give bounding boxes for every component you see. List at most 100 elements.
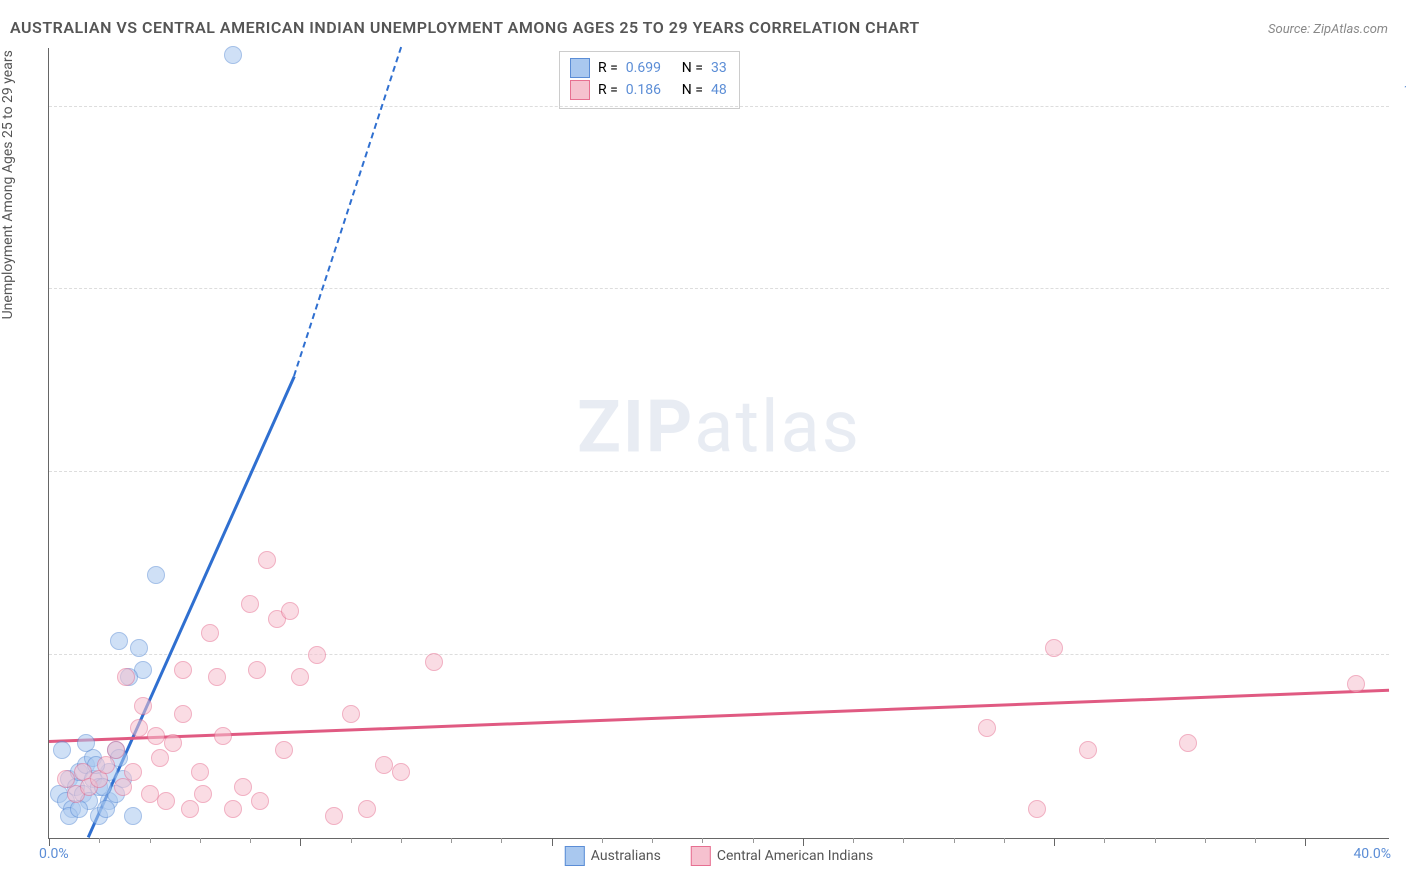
data-point <box>157 792 175 810</box>
legend-swatch-australians <box>565 846 585 866</box>
x-tick-minor <box>401 838 402 843</box>
data-point <box>978 719 996 737</box>
x-tick-minor <box>1104 838 1105 843</box>
r-label: R = <box>598 60 618 76</box>
data-point <box>117 668 135 686</box>
x-tick-minor <box>1255 838 1256 843</box>
legend-label-cai: Central American Indians <box>717 848 873 864</box>
data-point <box>194 785 212 803</box>
data-point <box>208 668 226 686</box>
data-point <box>291 668 309 686</box>
r-value-cai: 0.186 <box>626 82 674 98</box>
x-origin-label: 0.0% <box>39 846 69 862</box>
data-point <box>147 566 165 584</box>
x-max-label: 40.0% <box>1353 846 1391 862</box>
data-point <box>53 741 71 759</box>
data-point <box>258 551 276 569</box>
data-point <box>164 734 182 752</box>
x-tick-minor <box>99 838 100 843</box>
swatch-cai <box>570 80 590 100</box>
x-tick-minor <box>954 838 955 843</box>
x-tick-minor <box>853 838 854 843</box>
watermark-light: atlas <box>694 385 861 470</box>
x-tick-minor <box>451 838 452 843</box>
data-point <box>134 697 152 715</box>
data-point <box>107 741 125 759</box>
x-tick-minor <box>1205 838 1206 843</box>
legend-label-australians: Australians <box>591 848 661 864</box>
data-point <box>151 749 169 767</box>
data-point <box>174 705 192 723</box>
gridline-h <box>49 654 1389 655</box>
n-value-cai: 48 <box>711 82 727 98</box>
data-point <box>141 785 159 803</box>
data-point <box>248 661 266 679</box>
data-point <box>130 719 148 737</box>
x-tick-major <box>1054 838 1055 846</box>
correlation-legend: R = 0.699 N = 33 R = 0.186 N = 48 <box>559 51 740 109</box>
gridline-h <box>49 288 1389 289</box>
data-point <box>1179 734 1197 752</box>
x-tick-minor <box>602 838 603 843</box>
x-tick-minor <box>501 838 502 843</box>
legend-item-cai: Central American Indians <box>691 846 873 866</box>
y-tick-label: 50.0% <box>1394 448 1406 464</box>
y-tick-label: 100.0% <box>1394 83 1406 99</box>
x-tick-major <box>552 838 553 846</box>
data-point <box>241 595 259 613</box>
r-value-australians: 0.699 <box>626 60 674 76</box>
x-tick-minor <box>903 838 904 843</box>
data-point <box>234 778 252 796</box>
data-point <box>147 727 165 745</box>
x-tick-minor <box>753 838 754 843</box>
data-point <box>191 763 209 781</box>
chart-container: AUSTRALIAN VS CENTRAL AMERICAN INDIAN UN… <box>0 0 1406 892</box>
data-point <box>77 734 95 752</box>
correlation-row-australians: R = 0.699 N = 33 <box>570 58 727 78</box>
x-tick-minor <box>200 838 201 843</box>
x-tick-minor <box>1004 838 1005 843</box>
x-tick-major <box>803 838 804 846</box>
data-point <box>375 756 393 774</box>
data-point <box>325 807 343 825</box>
x-tick-major <box>49 838 50 846</box>
x-tick-minor <box>150 838 151 843</box>
trendline-dashed <box>293 47 402 377</box>
x-tick-minor <box>652 838 653 843</box>
data-point <box>130 639 148 657</box>
data-point <box>224 800 242 818</box>
data-point <box>425 653 443 671</box>
data-point <box>342 705 360 723</box>
legend-item-australians: Australians <box>565 846 661 866</box>
data-point <box>124 807 142 825</box>
data-point <box>392 763 410 781</box>
data-point <box>1347 675 1365 693</box>
data-point <box>1045 639 1063 657</box>
data-point <box>1028 800 1046 818</box>
x-tick-minor <box>351 838 352 843</box>
watermark: ZIPatlas <box>577 385 861 470</box>
n-label: N = <box>682 60 703 76</box>
chart-title: AUSTRALIAN VS CENTRAL AMERICAN INDIAN UN… <box>10 18 920 37</box>
swatch-australians <box>570 58 590 78</box>
x-tick-major <box>300 838 301 846</box>
y-tick-label: 75.0% <box>1394 265 1406 281</box>
gridline-h <box>49 106 1389 107</box>
data-point <box>174 661 192 679</box>
data-point <box>308 646 326 664</box>
data-point <box>251 792 269 810</box>
data-point <box>214 727 232 745</box>
data-point <box>281 602 299 620</box>
source-attribution: Source: ZipAtlas.com <box>1268 22 1388 37</box>
data-point <box>358 800 376 818</box>
x-tick-minor <box>1155 838 1156 843</box>
data-point <box>181 800 199 818</box>
x-tick-minor <box>702 838 703 843</box>
y-axis-label: Unemployment Among Ages 25 to 29 years <box>0 50 16 319</box>
y-tick-label: 25.0% <box>1394 631 1406 647</box>
n-value-australians: 33 <box>711 60 727 76</box>
data-point <box>224 46 242 64</box>
data-point <box>110 632 128 650</box>
legend-swatch-cai <box>691 846 711 866</box>
watermark-bold: ZIP <box>577 385 694 470</box>
